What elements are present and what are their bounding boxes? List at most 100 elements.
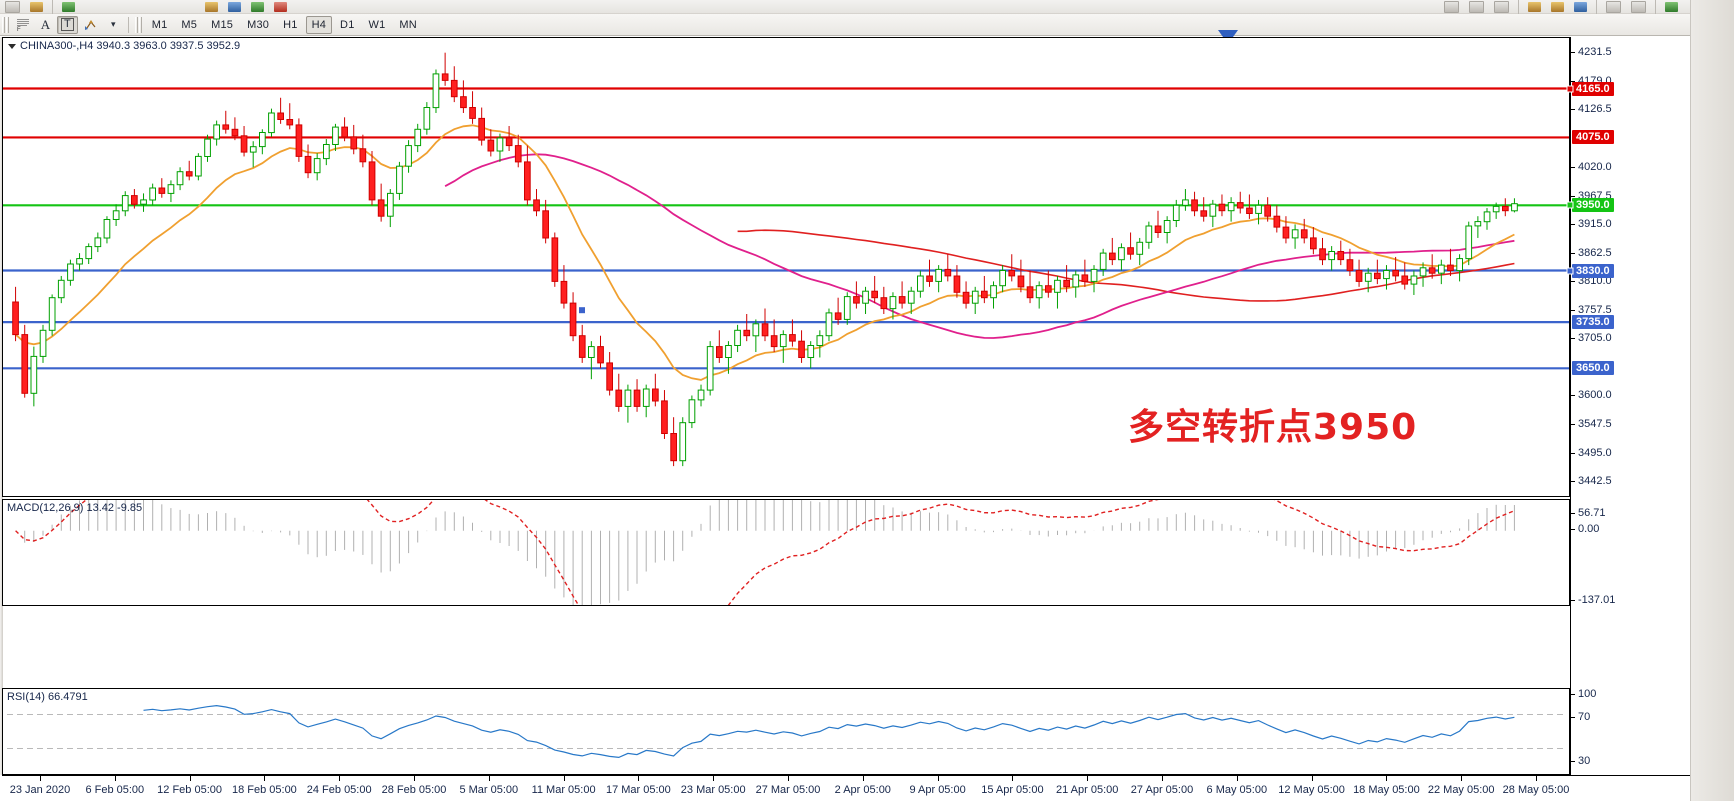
price-tick: 4231.5	[1571, 46, 1612, 58]
price-tick: 3862.5	[1571, 247, 1612, 259]
time-tick	[937, 776, 939, 781]
new-chart-icon[interactable]	[5, 0, 20, 13]
symbol-header[interactable]: CHINA300-,H4 3940.3 3963.0 3937.5 3952.9	[8, 40, 240, 52]
timeframe-mn[interactable]: MN	[399, 18, 417, 31]
time-tick	[1087, 776, 1089, 781]
time-tick	[638, 776, 640, 781]
time-label: 12 May 05:00	[1278, 784, 1345, 796]
timeframe-d1[interactable]: D1	[340, 18, 355, 31]
price-chart-canvas	[3, 52, 1569, 467]
time-tick	[563, 776, 565, 781]
timeframe-m1[interactable]: M1	[151, 18, 168, 31]
toolbar-drawing-and-timeframes[interactable]: F A T ▾ M1 M5 M15 M30 H1 H4 D1 W1 MN	[0, 14, 1734, 36]
time-label: 12 Feb 05:00	[157, 784, 223, 796]
timeframe-group[interactable]: M1 M5 M15 M30 H1 H4 D1 W1 MN	[145, 15, 424, 34]
text-label-button[interactable]: A	[36, 16, 55, 34]
time-label: 11 Mar 05:00	[531, 784, 596, 796]
time-tick	[264, 776, 266, 781]
toolbar-upper-clipped[interactable]	[0, 0, 1734, 15]
timeframe-m30[interactable]: M30	[247, 18, 270, 31]
drawing-objects-dropdown[interactable]: ▾	[104, 16, 123, 34]
price-level-badge-support[interactable]: 3650.0	[1572, 361, 1614, 376]
time-tick	[1386, 776, 1388, 781]
drawing-objects-button[interactable]	[80, 16, 102, 34]
crosshair-icon[interactable]: F	[13, 16, 34, 34]
toolbar-separator-4	[1655, 0, 1656, 15]
rsi-canvas	[7, 704, 1565, 759]
time-tick	[1536, 776, 1537, 781]
indicators-icon[interactable]	[205, 1, 218, 12]
time-tick	[1012, 776, 1014, 781]
period-separators-icon[interactable]	[1606, 0, 1621, 13]
chevron-down-icon: ▾	[110, 19, 116, 29]
price-chart-panel[interactable]	[2, 37, 1570, 497]
chart-annotation-text: 多空转折点3950	[1128, 407, 1418, 448]
price-tick: 3547.5	[1571, 418, 1612, 430]
expert-advisors-icon[interactable]	[1665, 1, 1678, 12]
macd-panel[interactable]	[2, 499, 1570, 606]
toolbar-grip[interactable]	[2, 16, 9, 33]
collapse-arrow-icon[interactable]	[8, 43, 16, 49]
toolbar-separator-3	[1596, 0, 1597, 15]
price-tick: 3915.0	[1571, 218, 1612, 230]
price-axis[interactable]: 4231.54179.04126.54020.03967.53915.03862…	[1566, 37, 1690, 791]
macd-tick: 0.00	[1571, 523, 1599, 535]
timeframe-m5[interactable]: M5	[181, 18, 198, 31]
bar-chart-icon[interactable]	[1444, 0, 1459, 13]
left-edge-strip	[0, 37, 3, 775]
time-tick	[1461, 776, 1463, 781]
rsi-panel[interactable]	[2, 688, 1570, 775]
toolbar-separator	[52, 0, 53, 15]
profiles-icon[interactable]	[30, 1, 43, 12]
templates-icon[interactable]	[228, 1, 241, 12]
time-tick	[788, 776, 789, 781]
price-level-badge-support[interactable]: 3735.0	[1572, 315, 1614, 330]
time-axis[interactable]: 23 Jan 2020 6 Feb 05:00 12 Feb 05:00 18 Feb…	[2, 775, 1690, 801]
time-label: 23 Mar 05:00	[680, 784, 746, 796]
price-tick: 3757.5	[1571, 304, 1612, 316]
macd-tick: -137.01	[1571, 594, 1615, 606]
line-chart-icon[interactable]	[1494, 0, 1509, 13]
text-object-button[interactable]: T	[57, 15, 78, 34]
level-handle-marker[interactable]	[1218, 30, 1238, 45]
level-drag-handle[interactable]	[1566, 267, 1574, 275]
timeframe-h4[interactable]: H4	[305, 15, 333, 34]
price-tick: 3810.0	[1571, 275, 1612, 287]
grid-icon[interactable]	[1574, 1, 1587, 12]
timeframe-w1[interactable]: W1	[368, 18, 386, 31]
time-tick	[114, 776, 116, 781]
time-label: 28 Feb 05:00	[381, 784, 447, 796]
autoscroll-icon[interactable]	[1528, 1, 1541, 12]
zoom-out-icon[interactable]	[274, 1, 287, 12]
time-tick	[862, 776, 864, 781]
chart-shift-icon[interactable]	[1551, 1, 1564, 12]
symbol-ohlc-text: CHINA300-,H4 3940.3 3963.0 3937.5 3952.9	[20, 40, 241, 52]
timeframe-grip[interactable]	[134, 16, 142, 33]
new-order-icon[interactable]	[62, 1, 75, 12]
time-label: 5 Mar 05:00	[459, 784, 519, 796]
candle-chart-icon[interactable]	[1469, 0, 1484, 13]
toolbar-separator-5	[127, 16, 129, 33]
rsi-label: RSI(14) 66.4791	[7, 691, 88, 703]
timeframe-m15[interactable]: M15	[211, 18, 234, 31]
macd-canvas	[15, 500, 1515, 605]
vertical-scrollbar[interactable]	[1690, 0, 1734, 801]
time-tick	[1311, 776, 1313, 781]
price-tick: 3495.0	[1571, 447, 1612, 459]
time-label: 27 Apr 05:00	[1130, 784, 1194, 796]
level-drag-handle[interactable]	[1566, 85, 1574, 93]
zoom-in-icon[interactable]	[251, 1, 264, 12]
price-level-badge-pivot[interactable]: 3950.0	[1572, 198, 1614, 213]
price-tick: 3442.5	[1571, 475, 1612, 487]
price-level-badge-resistance[interactable]: 4075.0	[1572, 130, 1614, 145]
macd-tick: 56.71	[1571, 507, 1606, 519]
level-drag-handle[interactable]	[1566, 201, 1574, 209]
price-level-badge-resistance[interactable]: 4165.0	[1572, 81, 1614, 96]
time-tick	[339, 776, 341, 781]
price-level-badge-support[interactable]: 3830.0	[1572, 263, 1614, 278]
timeframe-h1[interactable]: H1	[283, 18, 298, 31]
time-tick	[488, 776, 490, 781]
time-label: 2 Apr 05:00	[834, 784, 891, 796]
ohlc-icon[interactable]	[1631, 0, 1646, 13]
